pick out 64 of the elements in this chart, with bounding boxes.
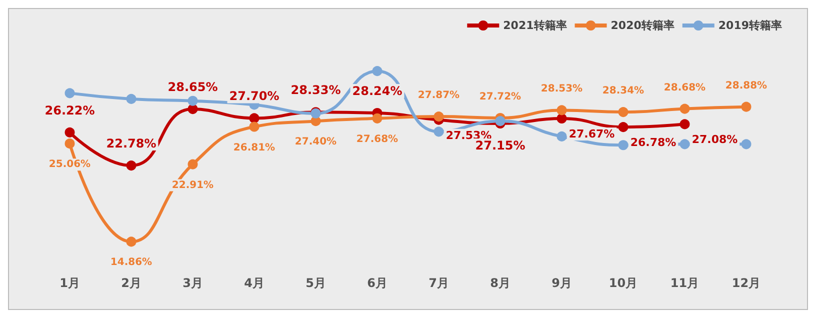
point (126, 236, 136, 247)
point (126, 94, 136, 104)
legend-label: 2020转籍率 (610, 19, 674, 32)
point (64, 88, 75, 98)
data-label: 26.78% (630, 136, 676, 150)
x-tick-label: 6月 (367, 276, 388, 290)
point (64, 127, 75, 138)
point (434, 112, 444, 122)
x-tick-label: 10月 (608, 276, 638, 290)
data-label: 28.24% (352, 84, 402, 98)
data-label: 22.91% (172, 180, 214, 191)
data-label: 27.08% (692, 133, 738, 146)
point (126, 160, 136, 171)
data-label: 28.88% (725, 80, 768, 92)
point (618, 140, 628, 150)
data-label: 25.06% (48, 159, 91, 170)
point (188, 104, 198, 114)
data-label: 26.22% (44, 103, 95, 118)
data-label: 28.65% (168, 80, 218, 94)
point (372, 66, 382, 76)
data-label: 27.70% (229, 89, 280, 104)
x-tick-label: 7月 (428, 276, 449, 290)
point (249, 113, 260, 124)
x-tick-label: 2月 (121, 276, 142, 290)
point (618, 107, 628, 118)
point (680, 139, 690, 150)
x-tick-label: 12月 (732, 276, 761, 290)
x-tick-label: 5月 (306, 276, 326, 290)
point (680, 104, 690, 114)
x-tick-label: 9月 (552, 276, 572, 290)
x-tick-label: 8月 (490, 276, 510, 290)
data-label: 14.86% (110, 257, 152, 268)
point (249, 122, 260, 132)
point (434, 126, 444, 137)
legend-label: 2019转籍率 (718, 19, 782, 32)
data-label: 27.67% (568, 127, 615, 140)
data-label: 22.78% (106, 136, 156, 151)
legend-label: 2021转籍率 (503, 19, 567, 32)
data-label: 28.68% (664, 82, 706, 94)
data-label: 27.87% (418, 90, 460, 102)
data-label: 27.68% (356, 134, 398, 145)
data-label: 27.72% (479, 92, 522, 103)
point (556, 113, 567, 124)
point (618, 122, 628, 132)
data-label: 28.53% (540, 84, 583, 95)
x-tick-label: 1月 (60, 276, 80, 290)
point (188, 159, 198, 170)
data-label: 28.34% (602, 86, 644, 97)
x-tick-label: 3月 (182, 276, 203, 290)
data-label: 27.15% (475, 138, 526, 152)
point (64, 138, 75, 149)
x-tick-label: 4月 (244, 276, 264, 290)
point (741, 102, 752, 112)
data-label: 28.33% (290, 83, 341, 98)
x-tick-label: 11月 (670, 276, 700, 290)
point (372, 113, 382, 124)
data-label: 26.81% (233, 142, 276, 154)
point (188, 96, 198, 106)
point (741, 139, 752, 150)
data-label: 27.53% (446, 128, 492, 142)
point (680, 119, 690, 130)
point (556, 105, 567, 116)
point (556, 131, 567, 142)
data-label: 27.40% (294, 136, 337, 148)
